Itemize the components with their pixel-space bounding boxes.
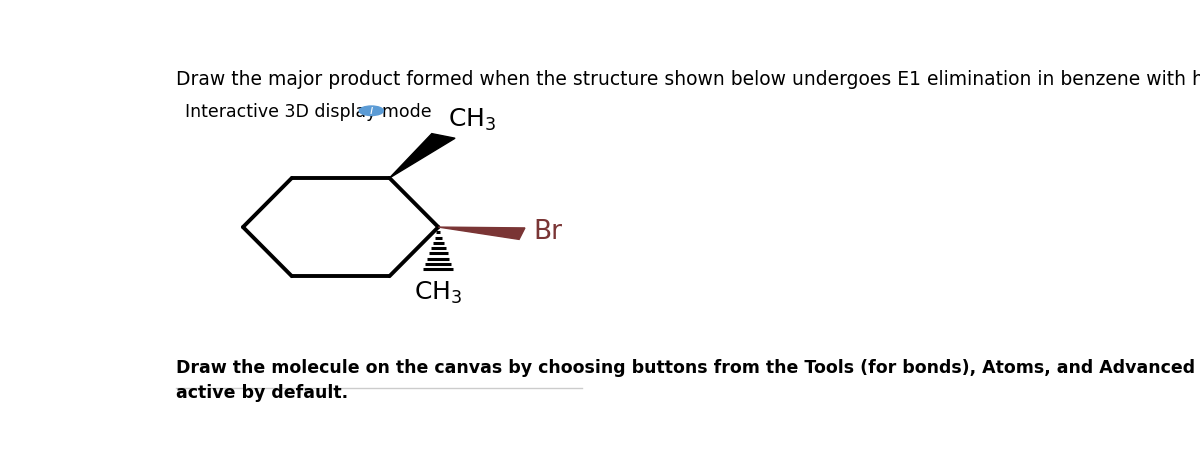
Text: Draw the major product formed when the structure shown below undergoes E1 elimin: Draw the major product formed when the s… [176,70,1200,89]
Text: Br: Br [533,219,562,245]
Text: Interactive 3D display mode: Interactive 3D display mode [185,103,432,121]
Text: i: i [370,104,373,117]
Polygon shape [390,133,455,178]
Text: CH$_3$: CH$_3$ [414,280,462,306]
Circle shape [359,106,384,115]
Text: CH$_3$: CH$_3$ [448,107,497,133]
Text: Draw the molecule on the canvas by choosing buttons from the Tools (for bonds), : Draw the molecule on the canvas by choos… [176,359,1200,402]
Polygon shape [438,227,524,239]
